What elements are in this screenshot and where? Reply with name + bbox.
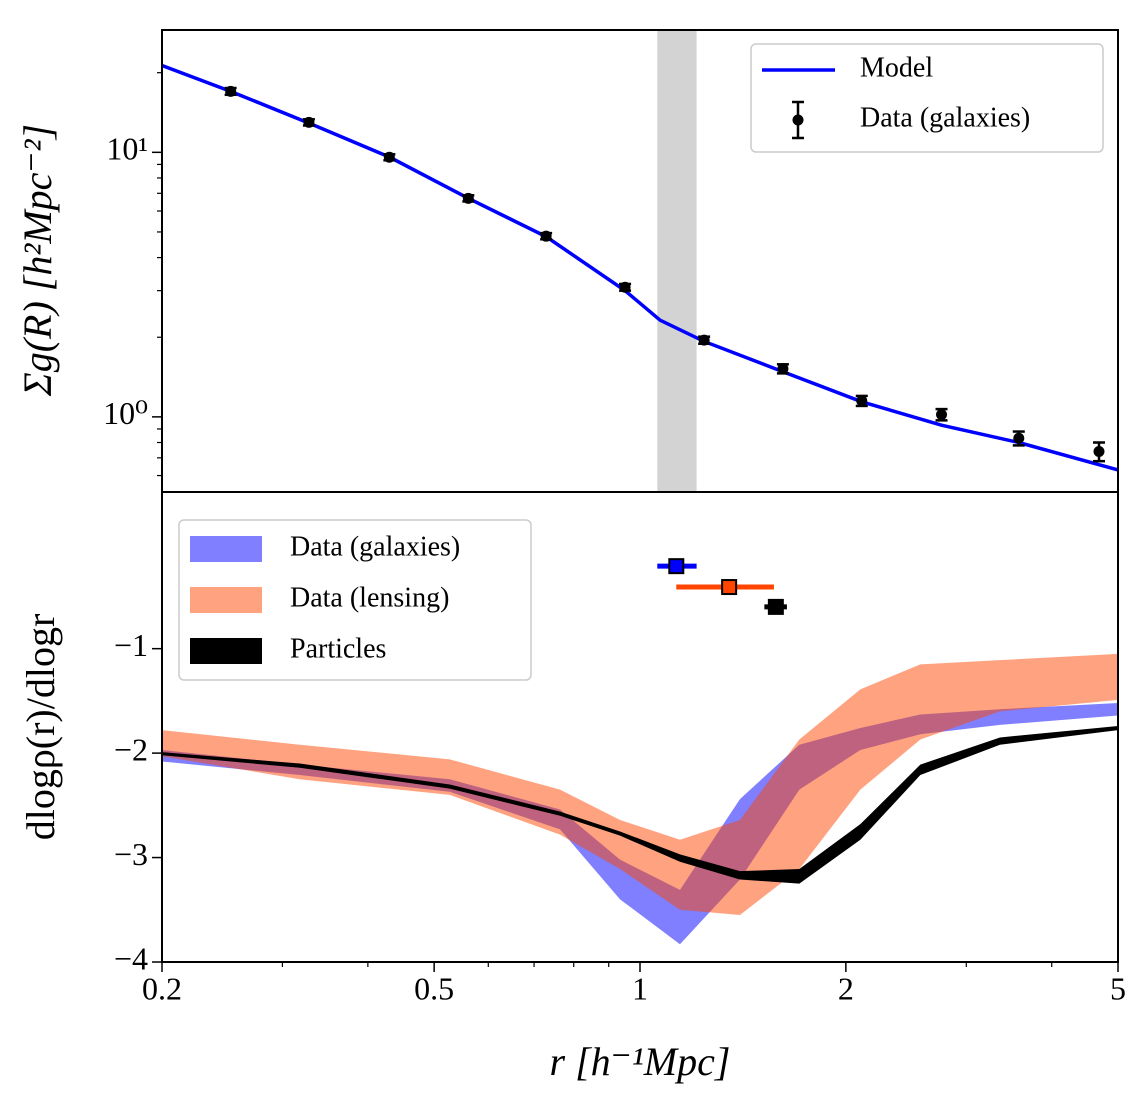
model-line: [162, 63, 1118, 472]
legend-patch: [190, 638, 262, 664]
band: [162, 725, 1118, 884]
legend-label: Data (galaxies): [290, 531, 460, 562]
plot-area: [162, 30, 1118, 492]
y-axis-label: Σg(R) [h²Mpc⁻²]: [15, 124, 60, 397]
data-point: [225, 85, 237, 97]
data-point: [619, 281, 631, 293]
y-tick-label: −4: [114, 940, 148, 976]
y-tick-label: −3: [114, 836, 148, 872]
x-tick-label: 0.2: [142, 970, 182, 1006]
legend-label: Data (lensing): [290, 582, 449, 613]
legend-label: Particles: [290, 633, 386, 664]
data-point: [698, 334, 710, 346]
data-point: [462, 192, 474, 204]
data-point: [540, 230, 552, 242]
legend-marker: [792, 114, 804, 126]
legend-label: Data (galaxies): [860, 102, 1030, 133]
legend-frame: [750, 43, 1104, 153]
data-point: [721, 579, 738, 596]
data-point: [1093, 445, 1105, 457]
legend-patch: [190, 587, 262, 613]
data-point: [668, 558, 685, 575]
x-tick-label: 5: [1110, 970, 1126, 1006]
data-point: [777, 363, 789, 375]
x-tick-label: 0.5: [414, 970, 454, 1006]
data-point: [383, 151, 395, 163]
data-point: [303, 116, 315, 128]
data-point: [767, 598, 784, 615]
legend-frame: [178, 519, 532, 681]
axes-frame: [161, 491, 1119, 963]
plot-area: [162, 558, 1118, 945]
y-axis-label: dlogρ(r)/dlogr: [18, 614, 63, 841]
legend-label: Model: [860, 52, 933, 83]
y-tick-label: −1: [114, 627, 148, 663]
x-axis-label: r [h⁻¹Mpc]: [550, 1039, 731, 1084]
y-tick-label: 10⁰: [103, 395, 148, 431]
y-tick-label: −2: [114, 731, 148, 767]
data-point: [1013, 432, 1025, 444]
band: [162, 702, 1118, 945]
shaded-region: [657, 30, 697, 492]
band: [162, 653, 1118, 915]
data-point: [936, 409, 948, 421]
data-point: [856, 395, 868, 407]
legend-patch: [190, 536, 262, 562]
x-tick-label: 2: [838, 970, 854, 1006]
x-tick-label: 1: [632, 970, 648, 1006]
y-tick-label: 10¹: [106, 131, 148, 167]
